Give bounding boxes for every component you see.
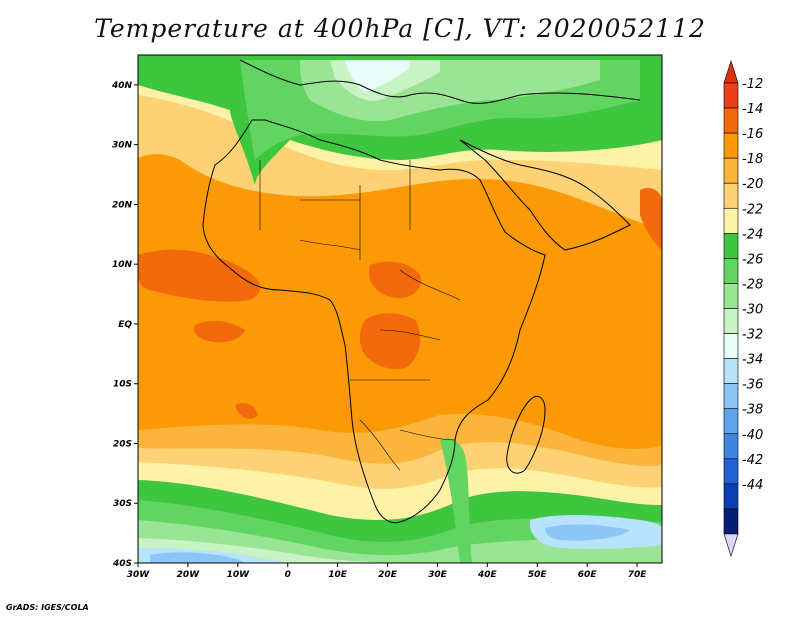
colorbar-swatch [723, 258, 739, 284]
colorbar-label: -30 [742, 303, 763, 318]
temperature-field [138, 55, 662, 563]
y-tick-label: 20N [112, 200, 133, 210]
y-tick-label: 40S [112, 559, 132, 569]
colorbar-label: -20 [742, 177, 763, 192]
coastlines [202, 59, 641, 524]
colorbar-swatch [723, 508, 739, 535]
x-tick-label: 0 [285, 570, 291, 580]
y-tick-label: 20S [113, 439, 132, 449]
colorbar-swatch [723, 458, 739, 485]
colorbar-swatch [723, 157, 739, 184]
y-tick-label: 30S [113, 499, 132, 509]
colorbar-swatch [723, 233, 739, 259]
x-axis-ticks: 30W 20W 10W 0 10E 20E 30E 40E 50E 60E 70E [127, 563, 647, 580]
colorbar-label: -34 [742, 353, 763, 368]
map-title: Temperature at 400hPa [C], VT: 202005211… [94, 14, 706, 43]
colorbar-label: -18 [742, 152, 763, 167]
colorbar-label: -14 [742, 102, 763, 117]
y-tick-label: 40N [111, 81, 133, 91]
colorbar-label: -38 [742, 403, 763, 418]
colorbar-label: -22 [742, 202, 763, 217]
colorbar-label: -24 [742, 227, 763, 242]
colorbar: -12 -14 -16 -18 -20 -22 -24 -26 -28 -30 -32 -34 -36 -… [723, 60, 763, 557]
x-tick-label: 10W [227, 570, 251, 580]
colorbar-label: -16 [742, 127, 763, 142]
colorbar-label: -36 [742, 378, 763, 393]
y-tick-label: EQ [118, 320, 132, 330]
country-borders [259, 160, 461, 471]
colorbar-swatch [723, 107, 739, 134]
x-tick-label: 70E [628, 570, 648, 580]
x-tick-label: 40E [477, 570, 498, 580]
colorbar-label: -26 [742, 252, 763, 267]
y-tick-label: 10N [112, 260, 133, 270]
colorbar-swatch [723, 333, 739, 359]
colorbar-swatch [723, 132, 739, 159]
y-tick-label: 30N [112, 141, 133, 151]
colorbar-over-arrow [723, 60, 739, 84]
plot-frame [137, 54, 663, 564]
grads-credit: GrADS: IGES/COLA [6, 603, 89, 612]
colorbar-swatch [723, 82, 739, 109]
colorbar-swatch [723, 182, 739, 209]
colorbar-label: -40 [742, 428, 763, 443]
x-tick-label: 60E [578, 570, 598, 580]
colorbar-label: -28 [742, 277, 763, 292]
y-axis-ticks: 40N 30N 20N 10N EQ 10S 20S 30S 40S [111, 81, 138, 569]
y-tick-label: 10S [113, 380, 132, 390]
colorbar-swatch [723, 483, 739, 510]
x-tick-label: 20E [378, 570, 398, 580]
x-tick-label: 20W [177, 570, 201, 580]
colorbar-swatch [723, 308, 739, 334]
colorbar-under-arrow [723, 533, 739, 557]
colorbar-label: -32 [742, 328, 763, 343]
colorbar-swatch [723, 408, 739, 435]
x-tick-label: 30E [428, 570, 448, 580]
colorbar-label: -44 [742, 478, 763, 493]
x-tick-label: 30W [127, 570, 151, 580]
colorbar-swatch [723, 433, 739, 460]
colorbar-label: -42 [742, 453, 763, 468]
colorbar-swatch [723, 383, 739, 410]
x-tick-label: 50E [528, 570, 548, 580]
colorbar-label: -12 [742, 77, 763, 92]
colorbar-swatch [723, 358, 739, 384]
x-tick-label: 10E [328, 570, 348, 580]
colorbar-swatch [723, 283, 739, 309]
colorbar-swatch [723, 207, 739, 234]
